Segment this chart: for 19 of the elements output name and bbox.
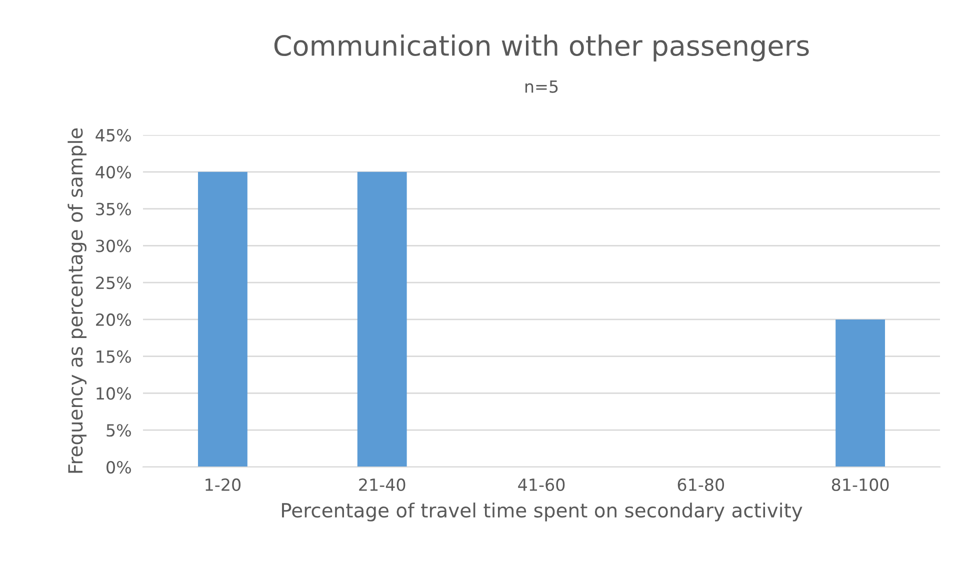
y-tick-label: 30% xyxy=(96,240,131,252)
y-tick-label: 40% xyxy=(96,166,131,178)
y-tick-label: 10% xyxy=(96,387,131,400)
y-tick-label: 35% xyxy=(96,202,131,216)
x-tick-label: 81-100 xyxy=(832,478,889,492)
y-tick-label: 5% xyxy=(106,424,131,437)
y-axis-title: Frequency as percentage of sample xyxy=(68,128,87,473)
y-tick-label: 45% xyxy=(96,128,131,142)
x-tick-label: 41-60 xyxy=(518,478,565,492)
y-tick-label: 20% xyxy=(96,313,131,326)
y-tick-label: 15% xyxy=(96,350,131,363)
x-tick-label: 21-40 xyxy=(359,478,406,492)
chart-subtitle: n=5 xyxy=(525,80,558,93)
y-tick-label: 25% xyxy=(96,276,131,290)
x-tick-label: 61-80 xyxy=(678,478,724,492)
x-axis-title: Percentage of travel time spent on secondary activity xyxy=(282,502,802,522)
chart-title: Communication with other passengers xyxy=(274,34,809,62)
x-tick-label: 1-20 xyxy=(206,478,241,492)
y-tick-label: 0% xyxy=(106,460,131,474)
